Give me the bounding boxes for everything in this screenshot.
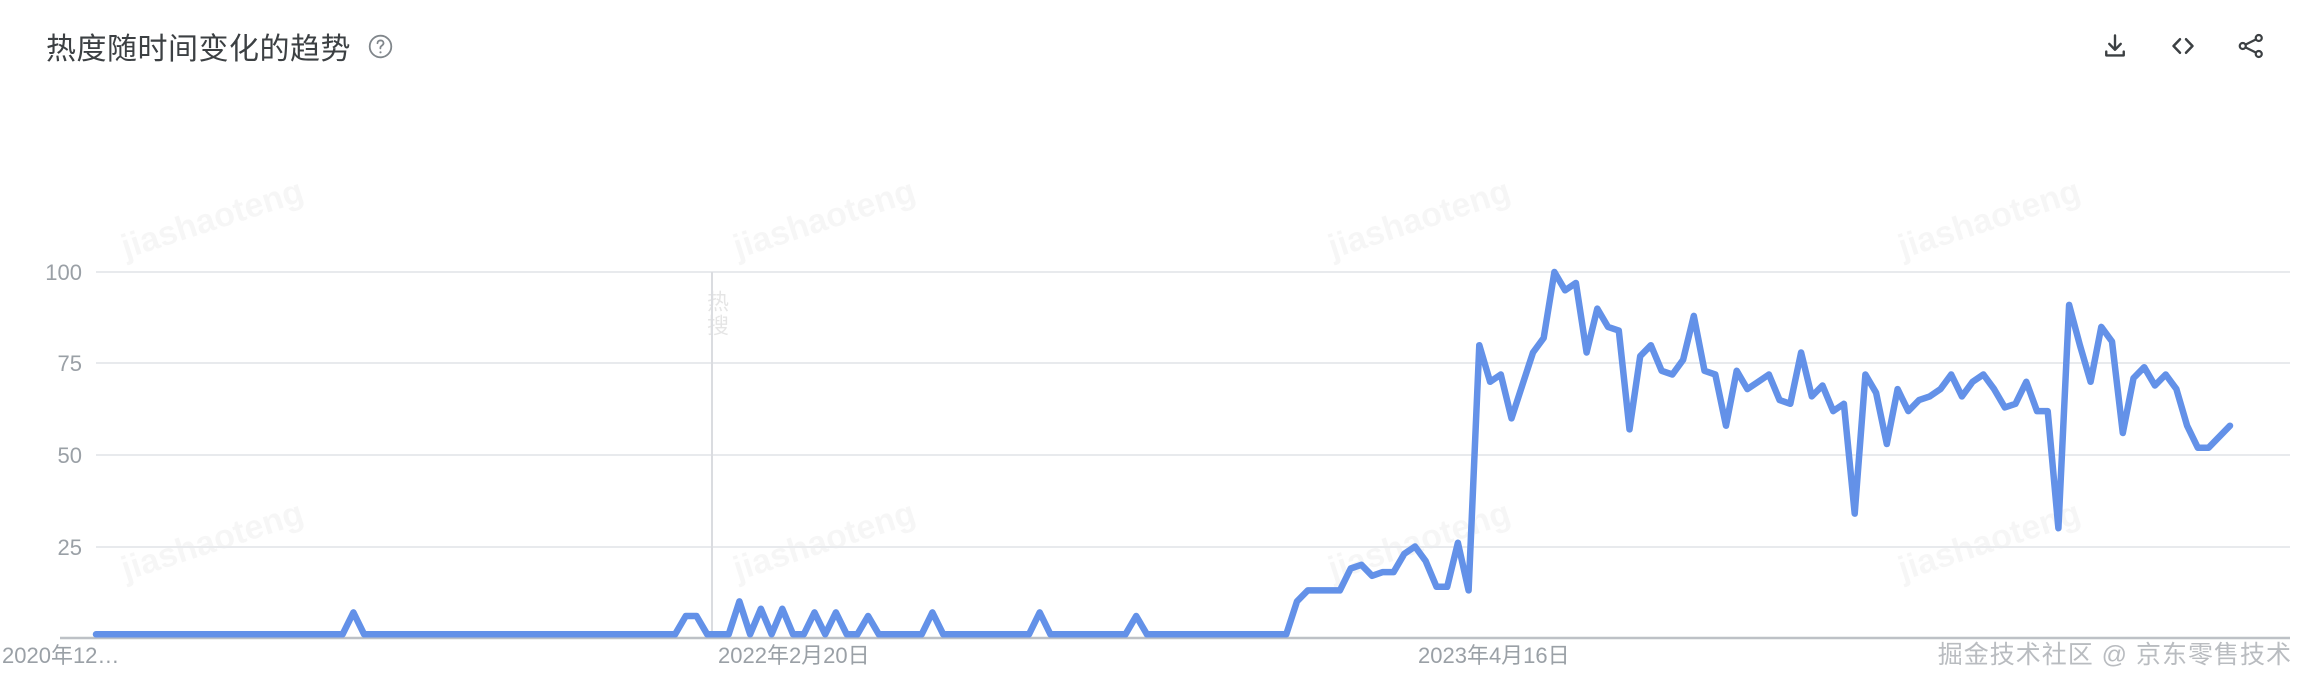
y-tick-label: 50	[57, 443, 82, 468]
download-icon[interactable]	[2100, 31, 2130, 61]
y-tick-label: 25	[57, 535, 82, 560]
x-tick-label: 2023年4月16日	[1418, 643, 1570, 668]
grid-lines	[96, 271, 2290, 548]
trend-chart: jiashaoteng jiashaoteng jiashaoteng jias…	[0, 92, 2310, 692]
chart-header: 热度随时间变化的趋势	[0, 0, 2310, 92]
x-tick-label: 2022年2月20日	[718, 643, 870, 668]
plot-svg	[60, 268, 2290, 640]
credit-watermark: 掘金技术社区 @ 京东零售技术	[1937, 641, 2292, 669]
title-group: 热度随时间变化的趋势	[46, 24, 394, 68]
help-circle-icon[interactable]	[367, 33, 394, 60]
y-tick-label: 100	[45, 260, 82, 285]
x-tick-label: 2020年12…	[2, 643, 120, 668]
trend-line	[92, 268, 2234, 638]
y-tick-label: 75	[57, 351, 82, 376]
share-icon[interactable]	[2236, 31, 2266, 61]
chart-toolbar	[2100, 31, 2266, 61]
page-title: 热度随时间变化的趋势	[46, 33, 351, 66]
code-brackets-icon[interactable]	[2168, 31, 2198, 61]
